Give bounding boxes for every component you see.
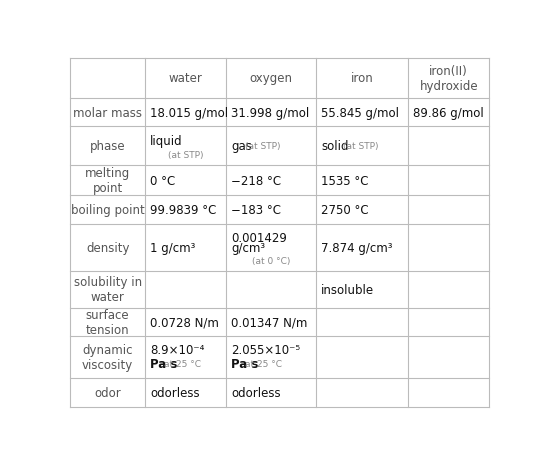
Text: 1 g/cm³: 1 g/cm³ xyxy=(150,241,195,254)
Text: odorless: odorless xyxy=(231,386,281,399)
Text: 0 °C: 0 °C xyxy=(150,174,175,187)
Text: (at STP): (at STP) xyxy=(168,150,203,159)
Text: 55.845 g/mol: 55.845 g/mol xyxy=(321,106,399,119)
Text: melting
point: melting point xyxy=(85,167,130,195)
Text: liquid: liquid xyxy=(150,134,183,147)
Text: −183 °C: −183 °C xyxy=(231,204,281,217)
Text: at 25 °C: at 25 °C xyxy=(245,359,282,368)
Text: boiling point: boiling point xyxy=(71,204,145,217)
Text: iron(II)
hydroxide: iron(II) hydroxide xyxy=(419,65,478,93)
Text: dynamic
viscosity: dynamic viscosity xyxy=(82,343,133,371)
Text: −218 °C: −218 °C xyxy=(231,174,281,187)
Text: 7.874 g/cm³: 7.874 g/cm³ xyxy=(321,241,393,254)
Text: iron: iron xyxy=(351,72,373,85)
Text: density: density xyxy=(86,241,129,254)
Text: odorless: odorless xyxy=(150,386,200,399)
Text: (at STP): (at STP) xyxy=(343,142,378,151)
Text: 89.86 g/mol: 89.86 g/mol xyxy=(413,106,484,119)
Text: (at STP): (at STP) xyxy=(245,142,281,151)
Text: 18.015 g/mol: 18.015 g/mol xyxy=(150,106,228,119)
Text: at 25 °C: at 25 °C xyxy=(164,359,201,368)
Text: Pa s: Pa s xyxy=(150,357,177,370)
Text: 0.0728 N/m: 0.0728 N/m xyxy=(150,316,219,329)
Text: g/cm³: g/cm³ xyxy=(231,241,265,254)
Text: 8.9×10⁻⁴: 8.9×10⁻⁴ xyxy=(150,343,204,356)
Text: 1535 °C: 1535 °C xyxy=(321,174,369,187)
Text: oxygen: oxygen xyxy=(250,72,293,85)
Text: 0.01347 N/m: 0.01347 N/m xyxy=(231,316,307,329)
Text: insoluble: insoluble xyxy=(321,283,374,296)
Text: odor: odor xyxy=(94,386,121,399)
Text: 2750 °C: 2750 °C xyxy=(321,204,369,217)
Text: (at 0 °C): (at 0 °C) xyxy=(252,257,290,266)
Text: molar mass: molar mass xyxy=(73,106,142,119)
Text: Pa s: Pa s xyxy=(231,357,259,370)
Text: 31.998 g/mol: 31.998 g/mol xyxy=(231,106,310,119)
Text: water: water xyxy=(169,72,203,85)
Text: solid: solid xyxy=(321,140,348,153)
Text: solubility in
water: solubility in water xyxy=(74,276,142,304)
Text: gas: gas xyxy=(231,140,252,153)
Text: 2.055×10⁻⁵: 2.055×10⁻⁵ xyxy=(231,343,300,356)
Text: phase: phase xyxy=(90,140,126,153)
Text: surface
tension: surface tension xyxy=(86,308,129,336)
Text: 0.001429: 0.001429 xyxy=(231,231,287,244)
Text: 99.9839 °C: 99.9839 °C xyxy=(150,204,216,217)
